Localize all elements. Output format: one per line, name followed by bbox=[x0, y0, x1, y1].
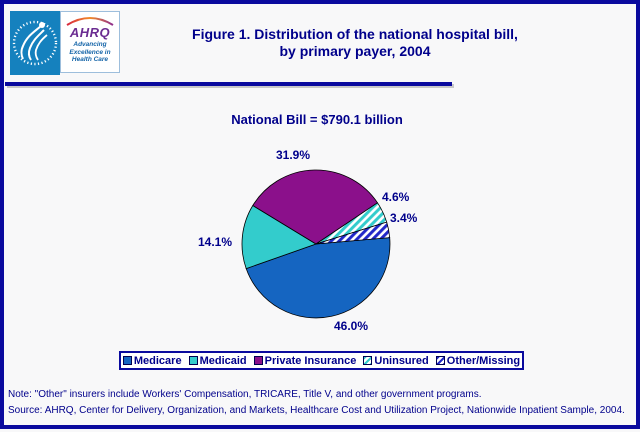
legend-item-medicaid: Medicaid bbox=[188, 354, 247, 367]
ahrq-wordmark: AHRQ bbox=[69, 25, 111, 40]
legend-item-other-missing: Other/Missing bbox=[435, 354, 521, 367]
note-text: Note: "Other" insurers include Workers' … bbox=[8, 389, 482, 400]
rainbow-arc-icon bbox=[66, 17, 114, 26]
pie-label-medicare: 46.0% bbox=[334, 319, 369, 333]
legend-item-private-insurance: Private Insurance bbox=[253, 354, 357, 367]
ahrq-hhs-logo: AHRQ Advancing Excellence in Health Care bbox=[10, 11, 120, 75]
chart-legend: Medicare Medicaid Private Insurance Unin… bbox=[119, 351, 524, 370]
source-text: Source: AHRQ, Center for Delivery, Organ… bbox=[8, 405, 625, 416]
pie-slice-other-missing bbox=[315, 221, 391, 245]
pie-slice-private-insurance bbox=[252, 169, 379, 245]
figure-title-line1: Figure 1. Distribution of the national h… bbox=[192, 26, 518, 42]
pie-label-medicaid: 14.1% bbox=[198, 235, 233, 249]
pie-label-uninsured: 4.6% bbox=[382, 190, 410, 204]
legend-label-private-insurance: Private Insurance bbox=[264, 354, 357, 367]
legend-item-medicare: Medicare bbox=[122, 354, 182, 367]
ahrq-logo-panel: AHRQ Advancing Excellence in Health Care bbox=[60, 11, 120, 73]
pie-label-other-missing: 3.4% bbox=[390, 211, 418, 225]
hhs-eagle-icon bbox=[12, 20, 58, 66]
legend-label-medicaid: Medicaid bbox=[199, 354, 247, 367]
legend-label-medicare: Medicare bbox=[133, 354, 182, 367]
legend-swatch-medicaid bbox=[188, 356, 198, 365]
pie-label-private-insurance: 31.9% bbox=[276, 148, 311, 162]
header-divider bbox=[5, 82, 452, 86]
legend-label-other-missing: Other/Missing bbox=[446, 354, 521, 367]
national-bill-subtitle: National Bill = $790.1 billion bbox=[231, 112, 403, 127]
legend-swatch-private-insurance bbox=[253, 356, 263, 365]
legend-swatch-other-missing bbox=[435, 356, 445, 365]
figure-title-line2: by primary payer, 2004 bbox=[279, 43, 431, 59]
legend-item-uninsured: Uninsured bbox=[363, 354, 429, 367]
hhs-seal bbox=[10, 11, 60, 75]
pie-slice-medicare bbox=[245, 237, 391, 319]
legend-label-uninsured: Uninsured bbox=[374, 354, 429, 367]
ahrq-tagline: Advancing Excellence in Health Care bbox=[69, 41, 111, 63]
legend-swatch-uninsured bbox=[363, 356, 373, 365]
figure-title: Figure 1. Distribution of the national h… bbox=[120, 26, 590, 60]
pie-slice-medicaid bbox=[241, 204, 317, 270]
legend-swatch-medicare bbox=[122, 356, 132, 365]
